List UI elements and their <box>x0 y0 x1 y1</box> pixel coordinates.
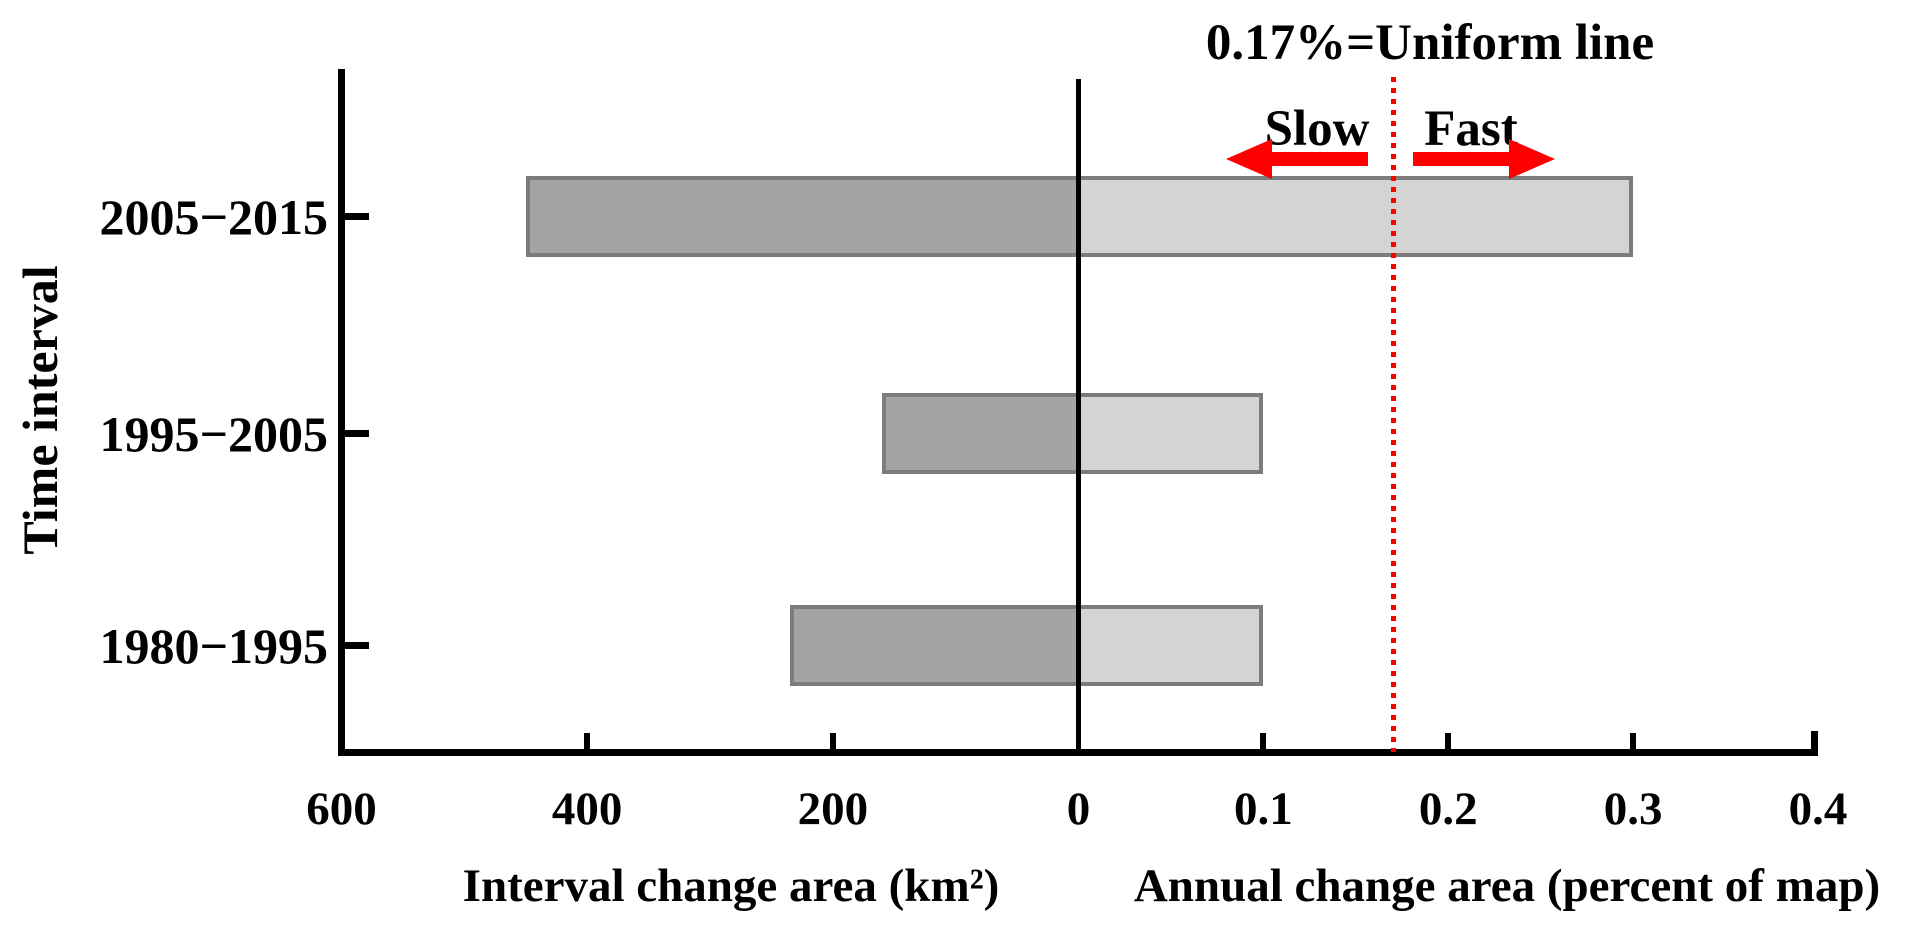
category-label: 1980−1995 <box>99 617 329 674</box>
x-tick-label: 0.3 <box>1603 783 1663 835</box>
bar-annual-change <box>1076 176 1634 257</box>
slow-annotation: Slow <box>1264 101 1370 157</box>
x-tick-label: 200 <box>797 783 869 835</box>
x-axis-tick <box>584 733 591 749</box>
y-axis-tick <box>345 430 369 437</box>
y-axis-tick <box>345 642 369 649</box>
category-label: 2005−2015 <box>99 188 329 245</box>
x-axis-tick <box>1630 733 1637 749</box>
x-axis-tick <box>1811 733 1817 749</box>
bar-annual-change <box>1076 393 1264 474</box>
x-tick-label: 0 <box>1066 783 1091 835</box>
bar-interval-change <box>881 393 1081 474</box>
uniform-line-label: 0.17%=Uniform line <box>1205 15 1655 71</box>
x-tick-label: 600 <box>306 783 377 835</box>
fast-arrow-icon <box>1413 139 1555 179</box>
x-tick-label: 0.1 <box>1234 783 1293 835</box>
x-axis-tick <box>829 733 836 749</box>
y-axis-tick <box>345 213 369 220</box>
fast-annotation: Fast <box>1424 101 1518 157</box>
x-tick-label: 0.4 <box>1788 783 1848 835</box>
x-tick-label: 400 <box>551 783 623 835</box>
bar-interval-change <box>525 176 1081 257</box>
x-axis-tick <box>1445 733 1452 749</box>
zero-divider-line <box>1076 79 1081 752</box>
uniform-line <box>1391 77 1396 752</box>
bar-annual-change <box>1076 605 1264 686</box>
x-axis-line <box>338 749 1818 756</box>
x-axis-tick <box>1260 733 1267 749</box>
slow-arrow-icon <box>1226 139 1368 179</box>
bar-interval-change <box>789 605 1081 686</box>
x-tick-label: 0.2 <box>1418 783 1478 835</box>
left-x-axis-title: Interval change area (km²) <box>462 860 1000 912</box>
y-axis-line <box>338 69 345 756</box>
right-x-axis-title: Annual change area (percent of map) <box>1133 860 1881 912</box>
category-label: 1995−2005 <box>99 405 329 462</box>
